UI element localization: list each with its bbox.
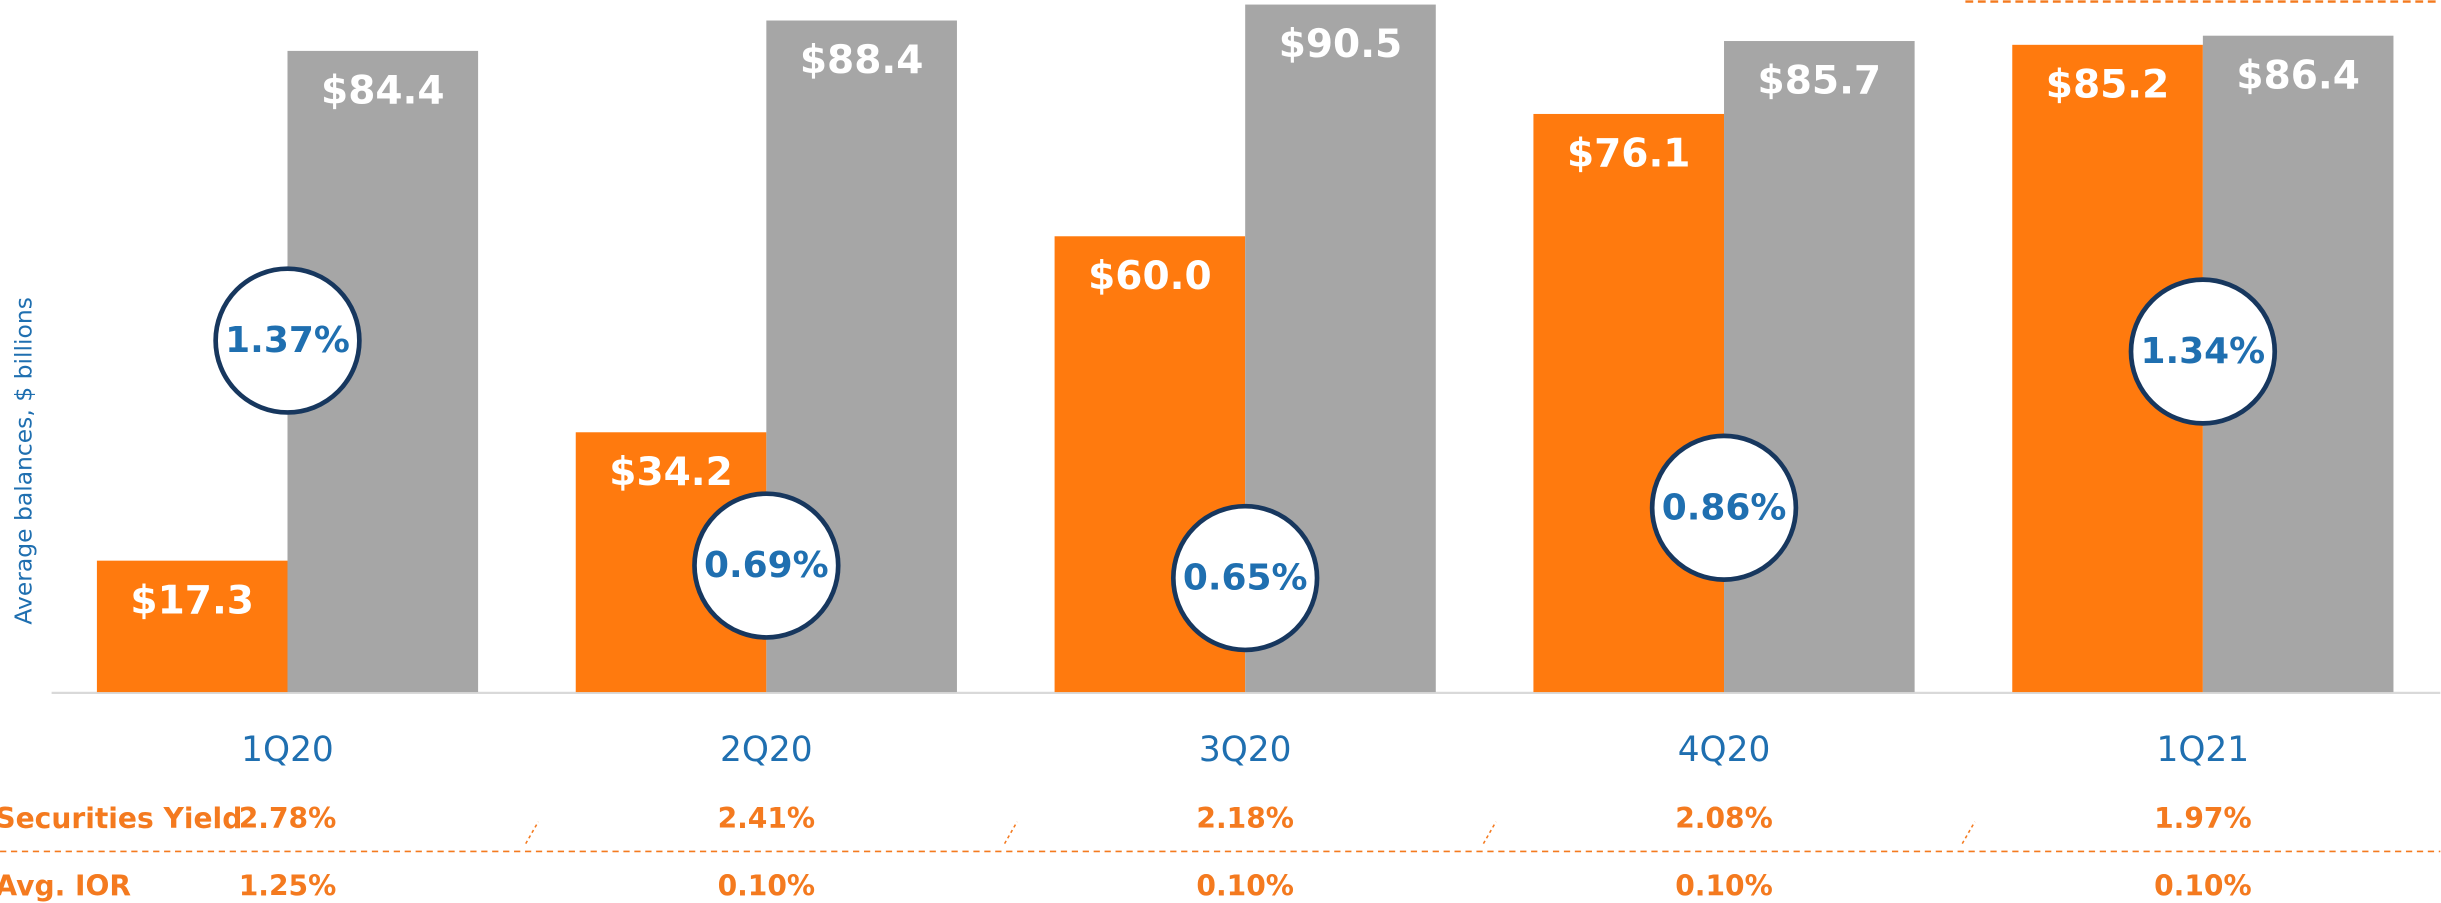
table-cell: 0.10% [2154,869,2252,902]
yield-circle [692,491,841,640]
table-cell: 0.10% [718,869,816,902]
separator [525,821,539,845]
row-label: Securities Yield [0,802,242,835]
separator [1482,821,1497,845]
y-axis-label: Average balances, $ billions [10,297,38,625]
yield-circle [1649,433,1799,582]
yield-circle [1170,503,1320,653]
separator [1961,821,1976,845]
table-cell: 0.10% [1196,869,1294,902]
value-label: $84.4 [321,69,445,114]
table-cell: 1.97% [2154,802,2252,835]
table-cell: 2.41% [718,802,816,835]
value-label: $17.3 [130,578,254,623]
x-tick-label: 4Q20 [1678,730,1771,770]
value-label: $60.0 [1088,254,1212,299]
yield-label: 0.86% [1662,487,1787,528]
bar [96,560,288,693]
x-tick-label: 1Q21 [2157,730,2250,770]
yield-label: 1.34% [2141,331,2266,372]
x-tick-label: 3Q20 [1199,730,1292,770]
x-tick-label: 2Q20 [720,730,813,770]
bar [1724,41,1915,693]
value-label: $88.4 [800,38,924,83]
value-label: $85.7 [1758,59,1882,104]
separator [1003,821,1018,845]
table-cell: 1.25% [239,869,337,902]
yield-label: 1.37% [225,320,350,361]
table-cell: 2.18% [1196,802,1294,835]
table-cell: 2.78% [239,802,337,835]
yield-circle [213,266,362,415]
yield-label: 0.69% [704,545,829,586]
x-tick-label: 1Q20 [241,730,334,770]
bar [1533,113,1725,693]
value-label: $86.4 [2236,53,2360,98]
yield-circle [2128,277,2278,426]
row-label: Avg. IOR [0,869,131,902]
table-cell: 2.08% [1675,802,1773,835]
yield-label: 0.65% [1183,558,1308,599]
value-label: $76.1 [1567,132,1691,177]
value-label: $90.5 [1279,22,1403,67]
value-label: $34.2 [609,450,733,495]
table-cell: 0.10% [1675,869,1773,902]
value-label: $85.2 [2046,63,2170,108]
